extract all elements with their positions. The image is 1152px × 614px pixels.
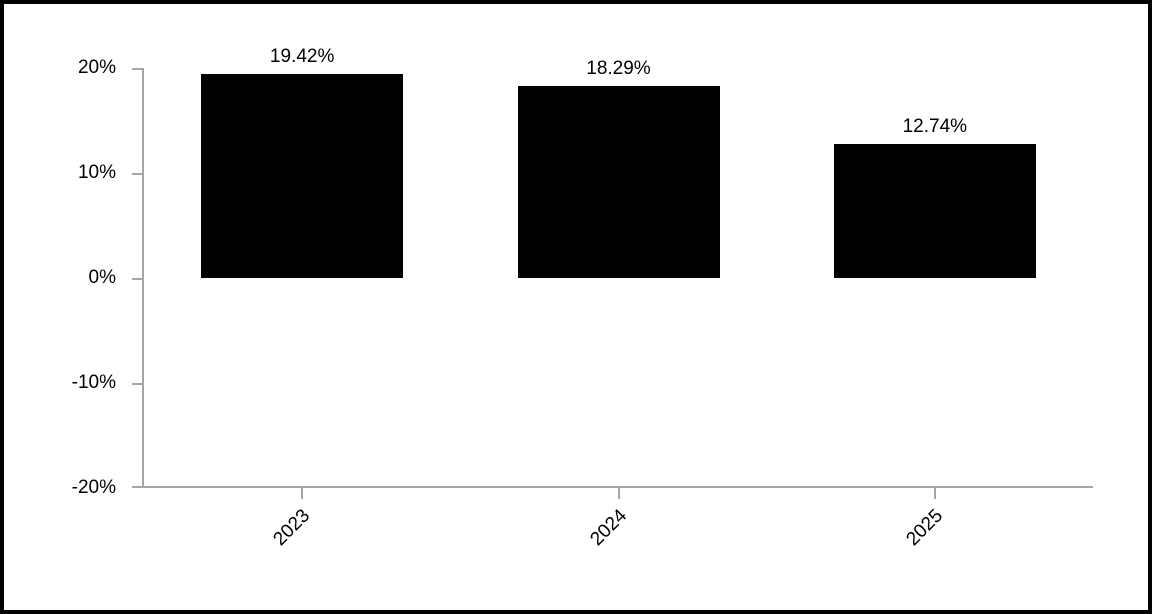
x-tick-mark (617, 488, 620, 499)
bar-value-label: 18.29% (586, 57, 651, 79)
x-axis-label: 2024 (585, 505, 631, 551)
bar (833, 144, 1036, 278)
x-tick-mark (301, 488, 304, 499)
y-tick-label: 10% (77, 162, 116, 183)
y-tick-label: -10% (71, 372, 116, 393)
y-tick-mark (132, 383, 142, 385)
x-tick-mark (933, 488, 936, 499)
x-axis-label: 2025 (902, 505, 947, 551)
bar (201, 74, 404, 278)
x-axis-line (142, 486, 1093, 488)
bar-value-label: 19.42% (269, 46, 335, 68)
y-tick-label: 0% (88, 267, 116, 288)
y-tick-mark (132, 278, 142, 280)
bar (517, 85, 720, 278)
y-tick-label: -20% (71, 477, 116, 498)
y-tick-mark (132, 173, 142, 175)
x-axis-label: 2023 (269, 505, 315, 551)
y-tick-mark (132, 486, 142, 488)
y-tick-mark (132, 68, 142, 70)
y-tick-label: 20% (77, 57, 116, 78)
bar-value-label: 12.74% (902, 116, 968, 138)
y-axis-line (142, 68, 144, 488)
